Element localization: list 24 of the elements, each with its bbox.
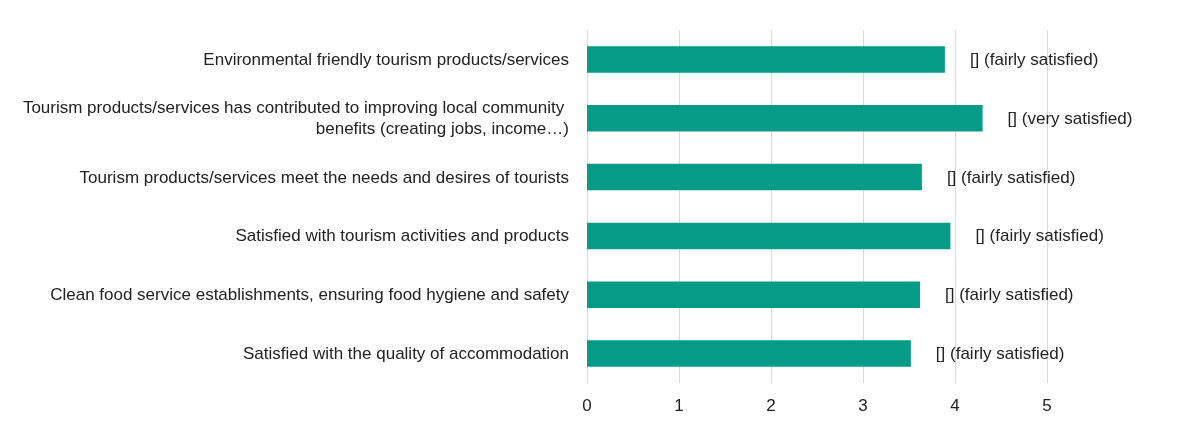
bar — [587, 46, 945, 73]
bar — [587, 340, 911, 367]
bar — [587, 105, 983, 132]
x-tick-label: 5 — [1042, 396, 1052, 415]
data-label: [] (fairly satisfied) — [969, 49, 1099, 69]
y-tick-label: Satisfied with the quality of accommodation — [242, 344, 569, 364]
x-tick-label: 4 — [950, 396, 960, 415]
data-label: [] (very satisfied) — [1007, 108, 1133, 128]
data-label: [] (fairly satisfied) — [935, 344, 1065, 364]
y-tick-label: Satisfied with tourism activities and products — [235, 226, 569, 246]
data-label: [] (fairly satisfied) — [945, 285, 1074, 305]
data-label: [] (fairly satisfied) — [946, 167, 1076, 187]
y-tick-label: Tourism products/services has contributed to improving local community benefits (creating jobs, income…) — [22, 98, 569, 139]
bar — [587, 163, 922, 191]
x-tick-label: 0 — [582, 396, 592, 415]
bar — [587, 281, 921, 308]
x-tick-label: 2 — [766, 396, 776, 415]
y-tick-label: Clean food service establishments, ensuring food hygiene and safety — [50, 285, 570, 305]
y-tick-label: Environmental friendly tourism products/services — [203, 49, 569, 69]
x-tick-label: 3 — [858, 396, 868, 415]
data-label: [] (fairly satisfied) — [975, 226, 1104, 246]
bar — [587, 222, 951, 250]
y-tick-label: Tourism products/services meet the needs and desires of tourists — [79, 167, 569, 187]
x-tick-label: 1 — [674, 396, 684, 415]
